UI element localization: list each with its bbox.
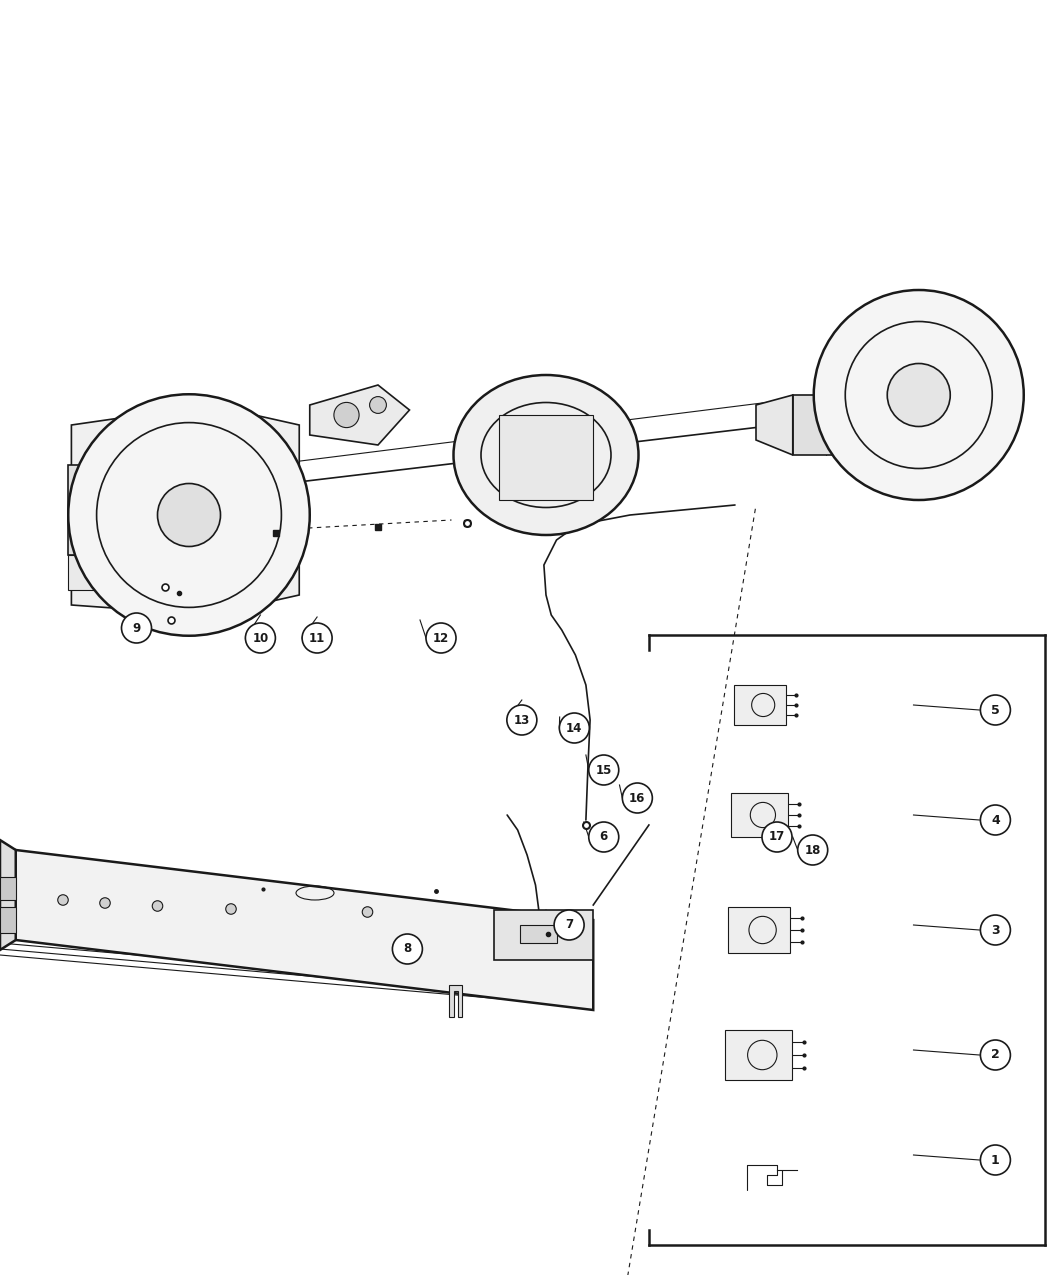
Circle shape [798, 835, 827, 864]
Polygon shape [494, 910, 593, 960]
Polygon shape [499, 414, 593, 500]
Circle shape [362, 907, 373, 917]
Circle shape [560, 713, 589, 743]
Text: 2: 2 [991, 1048, 1000, 1062]
Circle shape [68, 394, 310, 636]
Polygon shape [449, 986, 462, 1017]
Circle shape [334, 403, 359, 427]
Text: 1: 1 [991, 1154, 1000, 1167]
Text: 10: 10 [252, 631, 269, 644]
Ellipse shape [454, 375, 638, 536]
Text: 11: 11 [309, 631, 326, 644]
Polygon shape [734, 685, 786, 724]
Polygon shape [756, 395, 793, 455]
Text: 7: 7 [565, 918, 573, 932]
Text: 14: 14 [566, 722, 583, 734]
Circle shape [507, 705, 537, 734]
Circle shape [981, 695, 1010, 725]
Circle shape [981, 1145, 1010, 1176]
Text: 9: 9 [132, 621, 141, 635]
Text: 6: 6 [600, 830, 608, 844]
Polygon shape [0, 877, 16, 900]
Text: 17: 17 [769, 830, 785, 844]
Polygon shape [0, 907, 16, 933]
Text: 4: 4 [991, 813, 1000, 826]
Polygon shape [724, 1030, 792, 1080]
Polygon shape [520, 924, 556, 944]
Polygon shape [0, 840, 16, 950]
Polygon shape [731, 793, 789, 836]
Polygon shape [68, 555, 142, 590]
Circle shape [589, 755, 618, 785]
Circle shape [58, 895, 68, 905]
Circle shape [393, 935, 422, 964]
Circle shape [887, 363, 950, 427]
Circle shape [981, 1040, 1010, 1070]
Text: 16: 16 [629, 792, 646, 805]
Circle shape [158, 483, 220, 547]
Polygon shape [16, 850, 593, 1010]
Circle shape [762, 822, 792, 852]
Circle shape [100, 898, 110, 908]
Text: 15: 15 [595, 764, 612, 776]
Circle shape [122, 613, 151, 643]
Polygon shape [71, 405, 299, 615]
Polygon shape [793, 395, 861, 455]
Text: 5: 5 [991, 704, 1000, 717]
Polygon shape [68, 465, 131, 555]
Text: 3: 3 [991, 923, 1000, 937]
Circle shape [981, 915, 1010, 945]
Text: 18: 18 [804, 844, 821, 857]
Circle shape [226, 904, 236, 914]
Circle shape [981, 805, 1010, 835]
Circle shape [554, 910, 584, 940]
Polygon shape [728, 907, 790, 954]
Circle shape [152, 900, 163, 912]
Circle shape [814, 289, 1024, 500]
Circle shape [302, 623, 332, 653]
Text: 13: 13 [513, 714, 530, 727]
Circle shape [246, 623, 275, 653]
Text: 8: 8 [403, 942, 412, 955]
Polygon shape [310, 385, 410, 445]
Circle shape [623, 783, 652, 813]
Circle shape [589, 822, 618, 852]
Circle shape [426, 623, 456, 653]
Circle shape [370, 397, 386, 413]
Text: 12: 12 [433, 631, 449, 644]
